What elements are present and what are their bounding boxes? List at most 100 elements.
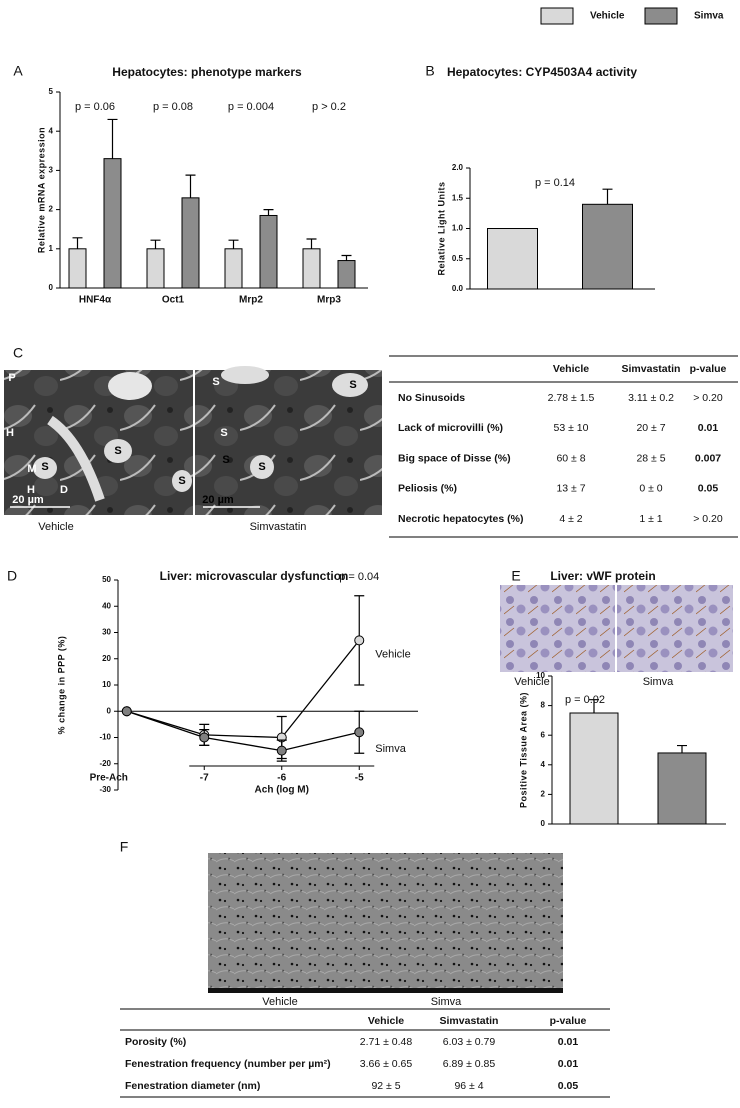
y-tick-label: 0.5: [452, 254, 464, 263]
image-label: S: [212, 376, 219, 388]
image-caption: Simvastatin: [250, 521, 307, 533]
table-cell: > 0.20: [693, 392, 723, 404]
x-tick-label: -6: [277, 773, 286, 784]
y-tick-label: 10: [102, 680, 111, 689]
table-cell: 6.89 ± 0.85: [443, 1058, 496, 1070]
image-label: S: [114, 445, 121, 457]
bar: [302, 248, 321, 289]
error-bar: [602, 188, 613, 205]
chart-title: Liver: microvascular dysfunction: [160, 569, 349, 583]
x-tick-label: HNF4α: [79, 295, 112, 306]
y-tick-label: 1: [49, 244, 54, 253]
image-label: S: [41, 461, 48, 473]
image-label: S: [220, 427, 227, 439]
y-tick-label: 1.0: [452, 224, 464, 233]
y-tick-label: 0: [541, 819, 546, 828]
p-value: p > 0.2: [312, 101, 346, 113]
y-tick-label: 2.0: [452, 163, 464, 172]
table-cell: 0 ± 0: [639, 483, 662, 495]
bar: [657, 752, 707, 825]
table-cell: 0.01: [558, 1036, 579, 1048]
table-cell: 60 ± 8: [556, 452, 585, 464]
y-tick-label: 2: [49, 205, 54, 214]
legend-label: Simva: [694, 11, 724, 22]
error-bar: [263, 209, 274, 216]
panel-label: C: [13, 345, 23, 361]
y-tick-label: 40: [102, 601, 111, 610]
sem-image: [384, 853, 563, 988]
table-cell: 0.01: [558, 1058, 579, 1070]
error-bar: [107, 118, 118, 159]
image-label: D: [60, 484, 68, 496]
bar: [259, 214, 278, 289]
bar: [68, 248, 87, 289]
error-bar: [185, 174, 196, 198]
panel-label: B: [425, 63, 434, 79]
legend-swatch: [644, 7, 678, 25]
panel-label: F: [120, 839, 129, 855]
x-tick-label: Pre-Ach: [90, 773, 128, 784]
image-label: S: [178, 475, 185, 487]
p-value: p = 0.02: [565, 694, 605, 706]
table-cell: 20 ± 7: [636, 422, 665, 434]
series-label: Vehicle: [375, 648, 410, 660]
table-cell: 4 ± 2: [559, 513, 582, 525]
table-cell: 28 ± 5: [636, 452, 665, 464]
table-cell: 0.05: [698, 483, 719, 495]
bar: [146, 248, 165, 289]
table-cell: 0.05: [558, 1080, 579, 1092]
point: [354, 635, 365, 646]
error-bar: [150, 239, 161, 249]
bar: [569, 712, 619, 825]
point: [199, 732, 210, 743]
row-label: Lack of microvilli (%): [398, 422, 503, 434]
sinusoid: [332, 373, 368, 397]
y-tick-label: 6: [541, 730, 546, 739]
sinusoid: [104, 439, 132, 463]
row-label: Necrotic hepatocytes (%): [398, 513, 523, 525]
image-caption: Simva: [643, 676, 674, 688]
series-label: Simva: [375, 743, 406, 755]
bar: [103, 158, 122, 289]
error-bar: [589, 699, 599, 713]
sinusoid: [33, 457, 57, 479]
row-label: Big space of Disse (%): [398, 452, 511, 464]
y-axis-label: Positive Tissue Area (%): [518, 692, 528, 808]
y-tick-label: 10: [536, 671, 545, 680]
y-tick-label: 8: [541, 701, 546, 710]
image-label: 20 µm: [202, 494, 234, 506]
error-bar: [228, 239, 239, 249]
chart-title: Hepatocytes: CYP4503A4 activity: [447, 65, 637, 79]
sinusoid: [250, 455, 274, 479]
image-label: M: [27, 463, 36, 475]
image-label: S: [222, 454, 229, 466]
image-caption: Vehicle: [514, 676, 549, 688]
p-value: p = 0.08: [153, 101, 193, 113]
x-tick-label: Mrp2: [239, 295, 263, 306]
p-value: p = 0.04: [339, 571, 379, 583]
row-label: Porosity (%): [125, 1036, 186, 1048]
ihc-image: [500, 585, 615, 672]
sinusoid: [172, 470, 192, 492]
y-tick-label: 20: [102, 654, 111, 663]
x-axis-label: Ach (log M): [255, 785, 309, 796]
point: [121, 706, 132, 717]
vessel: [47, 415, 105, 502]
y-tick-label: -10: [99, 733, 111, 742]
chart-title: Liver: vWF protein: [550, 569, 655, 583]
row-label: Fenestration diameter (nm): [125, 1080, 260, 1092]
image-label: S: [258, 461, 265, 473]
table-cell: 0.007: [695, 452, 721, 464]
ihc-image: [617, 585, 733, 672]
error-bar: [306, 238, 317, 249]
point: [276, 745, 287, 756]
image-caption: Simva: [431, 996, 462, 1008]
image-label: H: [27, 484, 35, 496]
panel-label: E: [511, 568, 520, 584]
y-tick-label: -30: [99, 785, 111, 794]
series-line: [126, 639, 360, 739]
legend-label: Vehicle: [590, 11, 625, 22]
y-tick-label: 0: [107, 706, 112, 715]
table-cell: > 0.20: [693, 513, 723, 525]
